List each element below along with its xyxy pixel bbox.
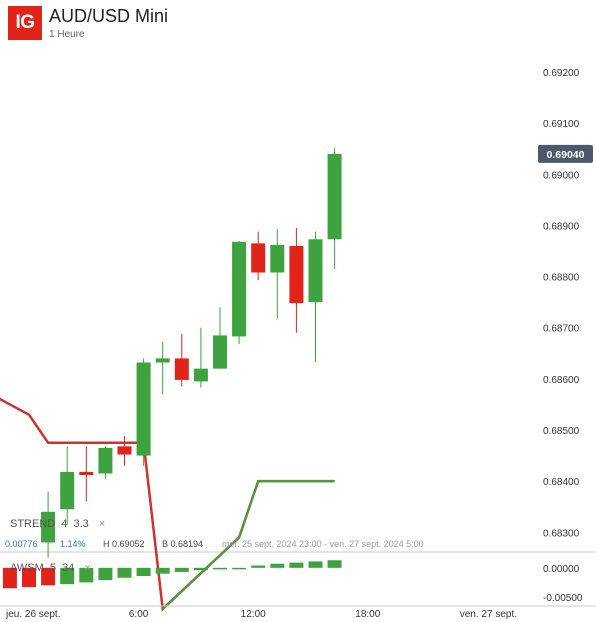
candle-body xyxy=(136,362,151,456)
high-value: H 0.69052 xyxy=(103,539,145,549)
x-tick-label: jeu. 26 sept. xyxy=(5,609,60,620)
candle-body xyxy=(251,243,266,273)
awsm-bar xyxy=(2,567,17,589)
candle-body xyxy=(213,335,227,369)
awsm-bar xyxy=(308,561,323,568)
awsm-bar xyxy=(41,567,56,586)
y-tick-label: 0.69100 xyxy=(543,119,580,130)
y-tick-label: 0.69000 xyxy=(543,170,580,181)
candle-body xyxy=(117,446,132,455)
strend-close-icon[interactable]: × xyxy=(98,518,106,530)
y-tick-label: 0.68800 xyxy=(543,273,580,284)
awsm-bar xyxy=(213,567,227,570)
x-tick-label: ven. 27 sept. xyxy=(460,609,517,620)
strend-line-green xyxy=(162,480,335,610)
awsm-param-1: 5 xyxy=(49,562,56,574)
candle-body xyxy=(193,368,208,382)
awsm-bar xyxy=(193,567,208,571)
awsm-indicator-legend[interactable]: AWSM 5 34 × xyxy=(10,562,94,574)
strend-param-1: 4 xyxy=(61,518,68,530)
candle-body xyxy=(270,244,285,273)
y-tick-label: 0.68500 xyxy=(543,426,580,437)
awsm-bar xyxy=(232,567,247,570)
y-tick-label: 0.68700 xyxy=(543,324,580,335)
strend-param-2: 3.3 xyxy=(73,518,89,530)
timeframe-label: 1 Heure xyxy=(49,29,85,40)
awsm-param-2: 34 xyxy=(62,562,75,574)
awsm-bar xyxy=(117,567,132,578)
awsm-tick-label: 0.00000 xyxy=(543,564,580,575)
candle-body xyxy=(155,358,170,363)
candle-body xyxy=(174,358,189,380)
ig-logo: IG xyxy=(8,6,42,40)
y-tick-label: 0.68300 xyxy=(543,528,580,539)
price-tag-bg xyxy=(538,144,593,163)
chart-header: IG AUD/USD Mini 1 Heure xyxy=(8,6,168,40)
awsm-bar xyxy=(174,567,189,572)
awsm-bar xyxy=(270,563,285,568)
candle-body xyxy=(98,447,113,474)
x-tick-label: 12:00 xyxy=(241,609,266,620)
x-tick-label: 18:00 xyxy=(355,609,380,620)
x-tick-label: 6:00 xyxy=(129,609,149,620)
instrument-title: AUD/USD Mini xyxy=(49,6,169,26)
strend-indicator-legend[interactable]: STREND 4 3.3 × xyxy=(10,518,108,530)
change-value: 0.00776 xyxy=(5,539,38,549)
candle-body xyxy=(289,245,304,304)
candle-body xyxy=(232,241,247,337)
candle-body xyxy=(60,471,75,510)
y-tick-label: 0.68600 xyxy=(543,375,580,386)
y-tick-label: 0.68400 xyxy=(543,477,580,488)
awsm-bar xyxy=(79,567,94,583)
awsm-close-icon[interactable]: × xyxy=(84,562,91,574)
low-value: B 0.68194 xyxy=(162,539,204,549)
change-percent: 1.14% xyxy=(60,539,86,549)
awsm-bar xyxy=(289,562,304,568)
y-tick-label: 0.68900 xyxy=(543,221,580,232)
candle-body xyxy=(79,471,94,476)
awsm-bar xyxy=(155,567,170,574)
awsm-bar xyxy=(22,567,36,588)
date-range: mer. 25 sept. 2024 23:00 - ven. 27 sept.… xyxy=(222,539,424,549)
awsm-bar xyxy=(251,565,266,568)
awsm-tick-label: -0.00500 xyxy=(543,593,583,604)
awsm-label: AWSM xyxy=(10,562,44,574)
awsm-bar xyxy=(327,560,342,568)
strend-label: STREND xyxy=(10,518,56,530)
current-price-label: 0.69040 xyxy=(547,149,585,161)
candle-body xyxy=(308,239,323,303)
awsm-bar xyxy=(98,567,113,581)
candle-body xyxy=(41,511,56,543)
y-tick-label: 0.69200 xyxy=(543,68,580,79)
candle-body xyxy=(327,153,342,240)
awsm-bar xyxy=(136,567,151,576)
awsm-bar xyxy=(60,567,75,585)
